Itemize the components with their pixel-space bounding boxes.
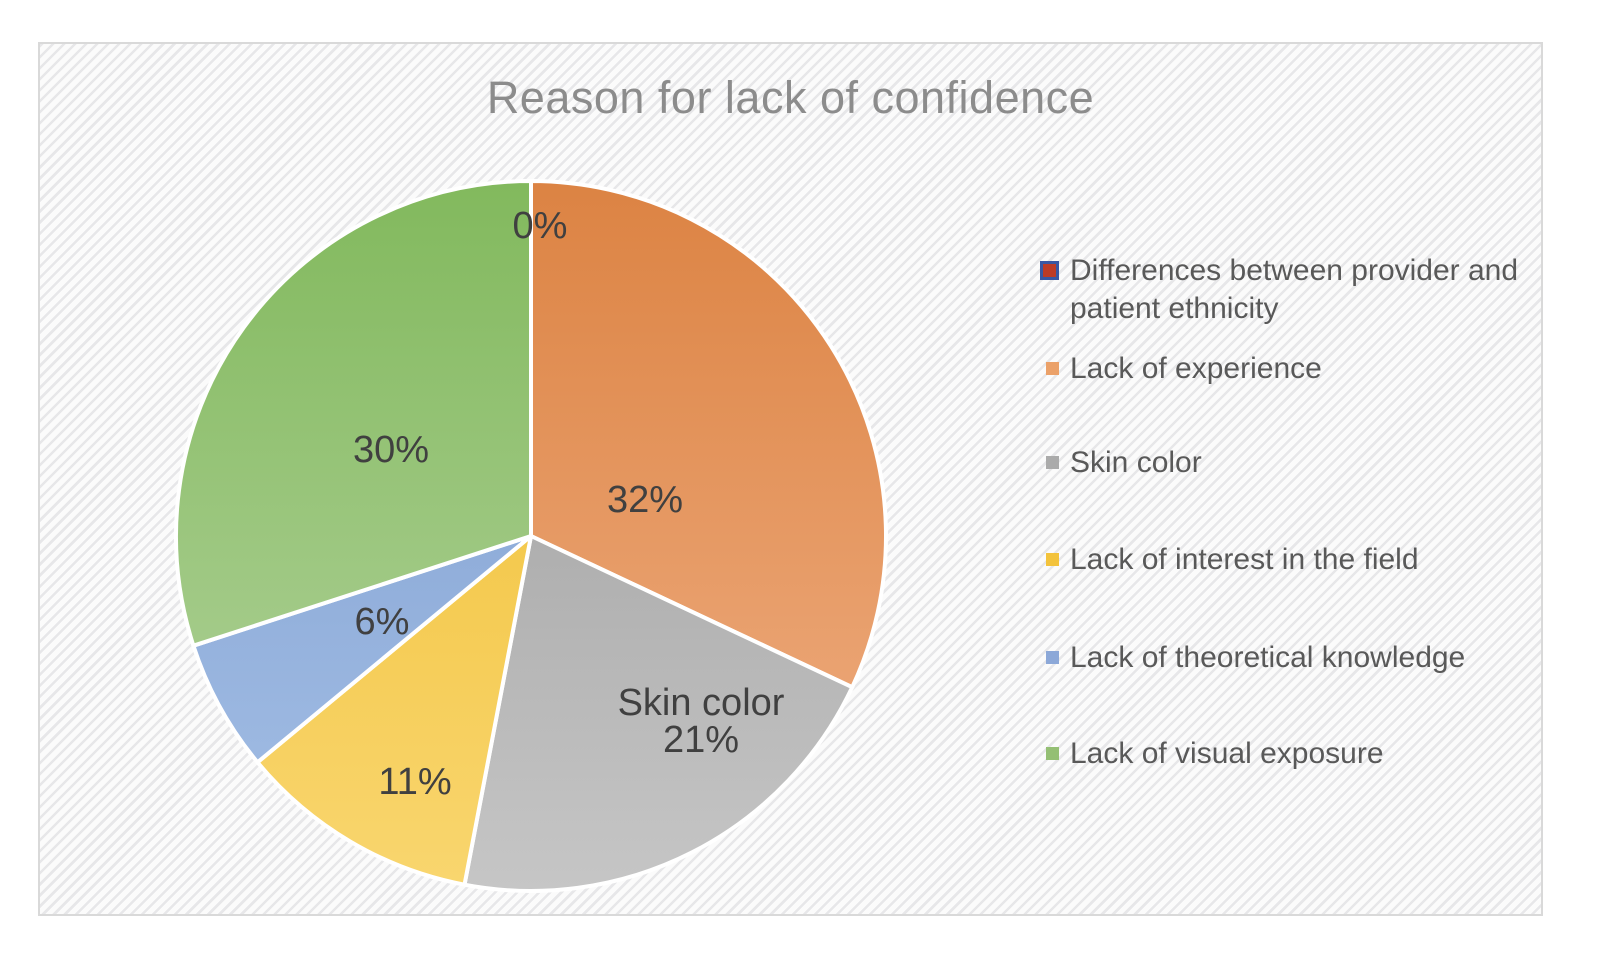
- legend-item-label: Lack of interest in the field: [1070, 543, 1419, 576]
- data-label-0: 0%: [513, 205, 568, 247]
- pie-slice-4[interactable]: [191, 534, 533, 765]
- data-label-2: Skin color 21%: [618, 682, 785, 761]
- legend-swatch-icon: [1046, 553, 1059, 566]
- legend-swatch-icon: [1046, 362, 1059, 375]
- legend-swatch-icon: [1046, 456, 1059, 469]
- legend-item-1[interactable]: Lack of experience: [1046, 350, 1322, 388]
- chart-title: Reason for lack of confidence: [486, 72, 1095, 123]
- pie-slice-3[interactable]: [255, 534, 533, 887]
- legend-item-2[interactable]: Skin color: [1046, 444, 1202, 482]
- legend-item-label: Skin color: [1070, 446, 1202, 479]
- legend-swatch-icon: [1040, 261, 1059, 280]
- legend-item-label: Lack of visual exposure: [1070, 737, 1384, 770]
- data-label-5: 30%: [353, 429, 429, 471]
- legend-item-5[interactable]: Lack of visual exposure: [1046, 735, 1384, 773]
- data-label-3: 11%: [378, 761, 451, 803]
- legend-item-label: Lack of experience: [1070, 352, 1322, 385]
- legend-item-label: Lack of theoretical knowledge: [1070, 641, 1466, 674]
- legend-item-4[interactable]: Lack of theoretical knowledge: [1046, 639, 1465, 677]
- pie-slice-1[interactable]: [529, 179, 889, 690]
- pie-slice-5[interactable]: [174, 179, 533, 648]
- legend-swatch-icon: [1046, 747, 1059, 760]
- pie-slice-2[interactable]: [462, 534, 855, 893]
- data-label-1: 32%: [607, 479, 683, 521]
- data-label-4: 6%: [355, 601, 410, 643]
- legend-item-0[interactable]: Differences between provider and patient …: [1040, 252, 1519, 328]
- legend-item-3[interactable]: Lack of interest in the field: [1046, 541, 1419, 579]
- legend-item-label: Differences between provider and patient …: [1070, 254, 1519, 325]
- legend-swatch-icon: [1046, 651, 1059, 664]
